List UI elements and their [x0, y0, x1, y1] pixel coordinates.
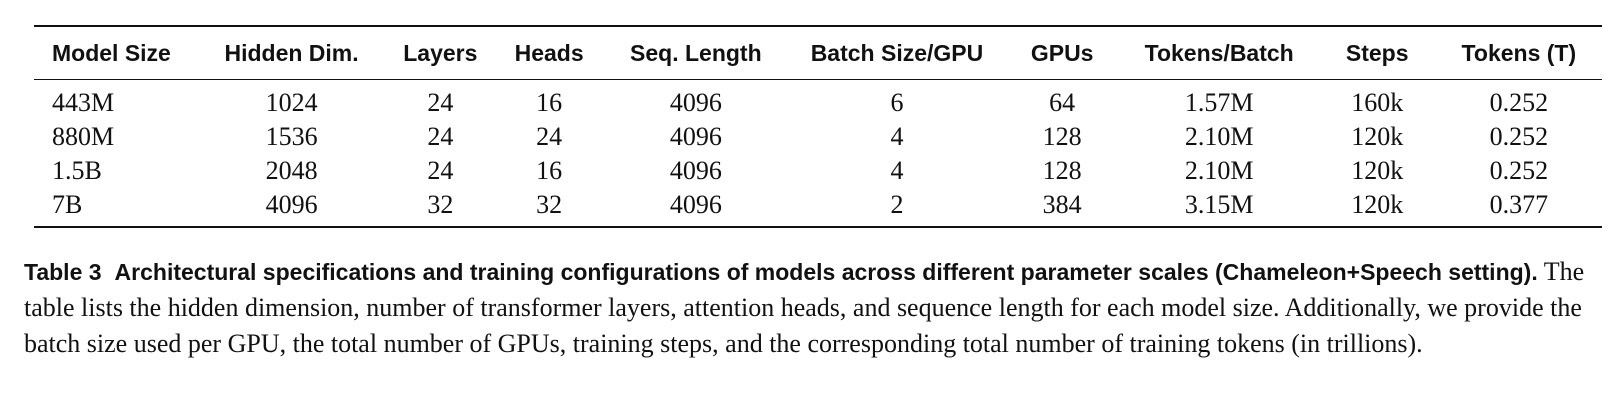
table-cell: 16	[536, 156, 563, 185]
column-header: GPUs	[1030, 39, 1094, 66]
table-cell: 880M	[52, 122, 115, 151]
table-cell: 2048	[265, 156, 318, 185]
table-row: 1.5B 2048 24 16 4096 4 128 2.10M 120k 0.…	[34, 154, 1602, 188]
table-cell: 4	[890, 122, 904, 151]
table-cell: 2	[890, 190, 904, 219]
caption-title: Architectural specifications and trainin…	[114, 259, 1538, 285]
table-cell: 24	[427, 156, 454, 185]
table-cell: 4096	[669, 156, 722, 185]
table-cell: 4096	[669, 190, 722, 219]
table-cell: 4096	[669, 122, 722, 151]
table-cell: 24	[427, 122, 454, 151]
table-cell: 128	[1042, 122, 1082, 151]
table-cell: 120k	[1351, 156, 1404, 185]
table-cell: 3.15M	[1184, 190, 1254, 219]
table-cell: 1536	[265, 122, 318, 151]
table-cell: 0.252	[1489, 156, 1549, 185]
spec-table-container: Model Size Hidden Dim. Layers Heads Seq.…	[34, 25, 1602, 228]
table-cell: 7B	[52, 190, 83, 219]
table-cell: 4	[890, 156, 904, 185]
table-cell: 1.5B	[52, 156, 102, 185]
table-cell: 4096	[265, 190, 318, 219]
table-cell: 0.252	[1489, 88, 1549, 117]
caption-label: Table 3	[24, 259, 102, 285]
table-cell: 32	[427, 190, 454, 219]
column-header: Hidden Dim.	[224, 39, 359, 66]
table-row: 880M 1536 24 24 4096 4 128 2.10M 120k 0.…	[34, 120, 1602, 154]
table-cell: 4096	[669, 88, 722, 117]
table-cell: 160k	[1351, 88, 1404, 117]
model-spec-table: Model Size Hidden Dim. Layers Heads Seq.…	[34, 25, 1602, 228]
column-header: Heads	[514, 39, 584, 66]
table-cell: 24	[427, 88, 454, 117]
column-header: Seq. Length	[630, 39, 762, 66]
table-header-row: Model Size Hidden Dim. Layers Heads Seq.…	[34, 26, 1602, 80]
table-cell: 64	[1049, 88, 1076, 117]
table-cell: 384	[1042, 190, 1082, 219]
table-cell: 0.252	[1489, 122, 1549, 151]
table-cell: 16	[536, 88, 563, 117]
column-header: Model Size	[52, 39, 171, 66]
caption-body: The table lists the hidden dimension, nu…	[24, 257, 1585, 358]
column-header: Tokens/Batch	[1144, 39, 1294, 66]
table-cell: 2.10M	[1184, 156, 1254, 185]
table-row: 443M 1024 24 16 4096 6 64 1.57M 160k 0.2…	[34, 80, 1602, 121]
table-cell: 2.10M	[1184, 122, 1254, 151]
table-row: 7B 4096 32 32 4096 2 384 3.15M 120k 0.37…	[34, 188, 1602, 227]
column-header: Tokens (T)	[1461, 39, 1577, 66]
table-cell: 0.377	[1489, 190, 1549, 219]
table-cell: 6	[890, 88, 904, 117]
table-cell: 32	[536, 190, 563, 219]
table-caption: Table 3 Architectural specifications and…	[24, 254, 1604, 362]
column-header: Layers	[403, 39, 478, 66]
table-cell: 443M	[52, 88, 115, 117]
table-cell: 120k	[1351, 122, 1404, 151]
column-header: Steps	[1345, 39, 1409, 66]
column-header: Batch Size/GPU	[810, 39, 984, 66]
table-cell: 1024	[265, 88, 318, 117]
table-cell: 24	[536, 122, 563, 151]
table-cell: 120k	[1351, 190, 1404, 219]
table-cell: 128	[1042, 156, 1082, 185]
table-cell: 1.57M	[1184, 88, 1254, 117]
